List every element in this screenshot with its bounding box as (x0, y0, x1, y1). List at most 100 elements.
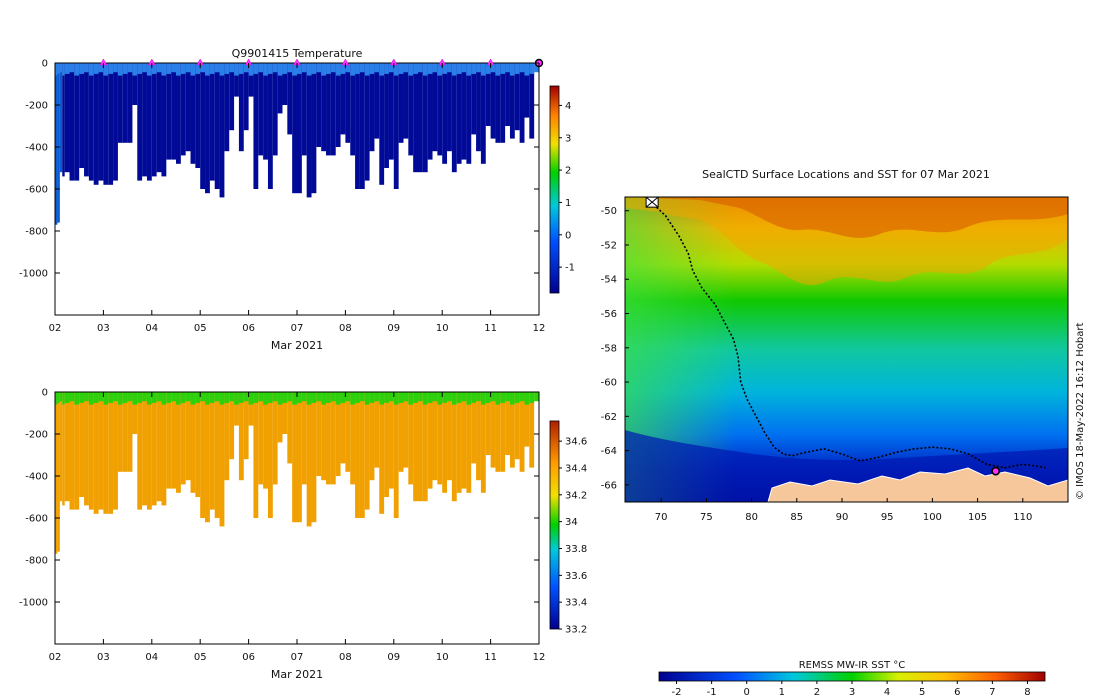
profile-bar (403, 392, 409, 468)
surface-layer (156, 392, 162, 402)
profile-bar (485, 392, 491, 455)
salinity-panel: 0 -200 -400 -600 -800 -1000 02 03 04 05 06 07 08 09 1… (19, 388, 587, 682)
profile-bar (451, 392, 457, 502)
profile-bar (59, 392, 63, 502)
profile-bar (422, 63, 428, 173)
profile-bar (456, 63, 462, 164)
x-tick-label: 06 (242, 323, 255, 334)
profile-bar (195, 392, 201, 497)
profile-bar (369, 392, 375, 481)
surface-layer (485, 392, 491, 403)
surface-layer (200, 392, 206, 402)
profile-bar (127, 392, 133, 472)
profile-bar (519, 63, 525, 143)
surface-layer (277, 392, 283, 405)
surface-layer (234, 63, 239, 76)
profile-bar (292, 63, 297, 194)
profile-bar (408, 392, 414, 485)
profile-bar (214, 63, 220, 189)
surface-layer (471, 392, 477, 403)
surface-layer (413, 63, 418, 74)
profile-bar (229, 63, 235, 131)
start-cross (645, 196, 659, 208)
surface-layer (311, 63, 317, 74)
profile-bar (297, 392, 302, 523)
profile-bar (413, 63, 418, 173)
profile-bar (447, 392, 452, 481)
surface-layer (287, 392, 293, 402)
profile-bar (432, 392, 438, 481)
profile-bar (447, 63, 452, 152)
surface-layer (93, 63, 99, 74)
map-x-tick-label: 105 (968, 512, 987, 523)
profile-bar (330, 392, 336, 485)
surface-layer (418, 392, 423, 402)
map-y-tick-label: -54 (601, 275, 617, 286)
temperature-panel: Q9901415 Temperature 0 -200 -400 -600 -800 -1… (19, 47, 575, 352)
profile-bar (108, 63, 114, 185)
profile-bar (514, 392, 520, 460)
surface-layer (62, 63, 65, 76)
x-tick-label: 10 (436, 323, 449, 334)
surface-layer (287, 63, 293, 73)
surface-layer (505, 392, 510, 402)
sst-colorbar-tick-label: 1 (779, 687, 785, 698)
profile-bar (93, 392, 99, 514)
profile-bar (388, 63, 394, 160)
surface-layer (297, 63, 302, 74)
surface-layer (422, 63, 428, 76)
surface-layer (229, 392, 235, 402)
surface-layer (398, 63, 404, 74)
surface-layer (214, 392, 220, 402)
profile-bar (108, 392, 114, 514)
surface-layer (113, 392, 118, 402)
surface-layer (413, 392, 418, 403)
profile-bar (161, 63, 167, 177)
sst-field (625, 197, 1068, 502)
surface-layer (137, 392, 143, 403)
surface-layer (524, 63, 530, 76)
surface-layer (364, 63, 370, 76)
surface-layer (176, 63, 181, 76)
profile-bar (316, 63, 322, 147)
profile-bar (379, 63, 385, 185)
profile-bar (427, 392, 433, 489)
surface-layer (55, 392, 58, 405)
surface-layer (122, 392, 128, 403)
seal-track (656, 206, 1046, 469)
profile-bar (355, 392, 360, 518)
colorbar-tick-label: 33.8 (565, 544, 587, 555)
surface-layer (161, 63, 167, 76)
profile-bar (238, 63, 244, 152)
surface-layer (258, 392, 264, 402)
sst-colorbar-tick-label: 5 (919, 687, 925, 698)
profile-bar (59, 63, 63, 173)
profile-bar (437, 392, 443, 485)
surface-layer (98, 63, 104, 73)
surface-layer (272, 63, 278, 73)
profile-bar (185, 63, 191, 152)
profile-bar (272, 63, 278, 156)
colorbar-tick-label: 33.4 (565, 598, 587, 609)
profile-bar (480, 63, 486, 164)
profile-bar (64, 392, 70, 502)
surface-layer (403, 63, 409, 73)
surface-layer (224, 63, 230, 74)
surface-layer (466, 63, 472, 76)
profile-bar (326, 63, 331, 156)
profile-bar (79, 392, 85, 497)
colorbar-tick-label: 34.4 (565, 463, 587, 474)
profile-bar (205, 63, 210, 194)
profile-bar (350, 392, 356, 485)
map-y-axis: -50 -52 -54 -56 -58 -60 -62 -64 -66 (601, 206, 629, 491)
salinity-x-axis: 02 03 04 05 06 07 08 09 10 11 12 (49, 392, 545, 663)
profile-bar (79, 63, 85, 168)
profile-bar (267, 63, 273, 189)
x-tick-label: 10 (436, 652, 449, 663)
profile-bar (466, 63, 472, 164)
profile-bar (287, 63, 293, 135)
surface-layer (62, 392, 65, 405)
profile-bar (359, 392, 365, 518)
profile-bar (88, 392, 94, 510)
sst-colorbar-tick-label: -2 (672, 687, 682, 698)
